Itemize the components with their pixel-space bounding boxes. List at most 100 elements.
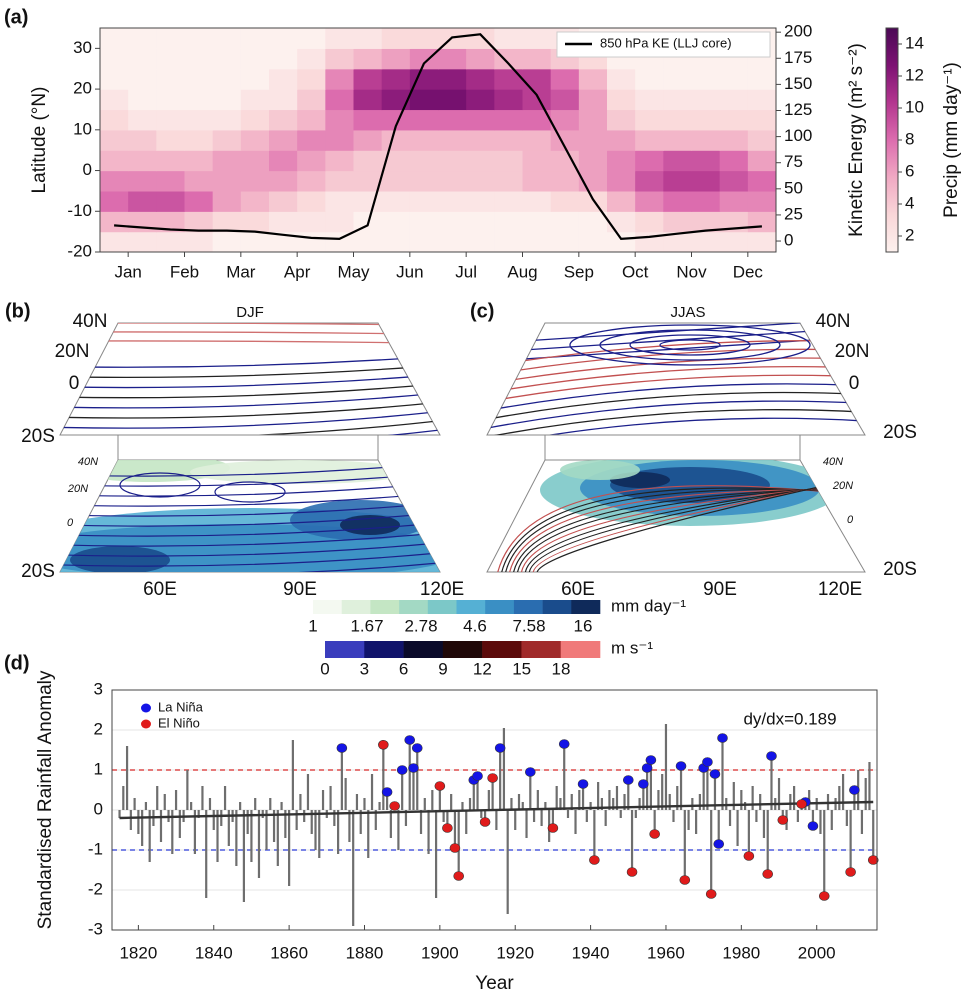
- x-tick-label: May: [337, 262, 370, 281]
- bar: [404, 810, 408, 826]
- heatmap-cell: [184, 170, 214, 192]
- heatmap-cell: [466, 89, 495, 111]
- enso-marker: [818, 891, 830, 901]
- heatmap-cell: [240, 129, 270, 151]
- y-axis-label: Standardised Rainfall Anomaly: [35, 670, 56, 929]
- heatmap-cell: [466, 150, 495, 172]
- heatmap-cell: [269, 170, 298, 192]
- heatmap-cell: [184, 109, 214, 131]
- legend-label: El Niño: [158, 715, 200, 730]
- enso-marker: [641, 763, 653, 773]
- bar: [687, 810, 690, 830]
- heatmap-cell: [156, 28, 186, 49]
- bar: [333, 810, 336, 826]
- heatmap-cell: [353, 231, 383, 252]
- heatmap-cell: [325, 109, 355, 131]
- bar: [310, 810, 313, 834]
- heatmap-cell: [184, 190, 214, 212]
- heatmap-cell: [466, 211, 495, 233]
- bar: [736, 810, 739, 846]
- heatmap-cell: [663, 68, 693, 90]
- bar: [171, 810, 174, 854]
- heatmap-cell: [297, 150, 326, 172]
- y-tick-label: 2: [94, 719, 103, 738]
- longitude-label: 60E: [561, 579, 595, 600]
- heatmap-cell: [409, 170, 439, 192]
- bar: [438, 786, 441, 810]
- annotation: dy/dx=0.189: [743, 709, 836, 728]
- y-tick-label: -1: [88, 839, 103, 858]
- colorbar-box: [485, 600, 515, 614]
- latitude-label: 0: [849, 373, 860, 394]
- bar: [363, 798, 366, 810]
- heatmap-cell: [691, 190, 721, 212]
- plot-frame: [99, 27, 777, 253]
- heatmap-cell: [494, 28, 524, 49]
- bar: [589, 802, 592, 810]
- bar: [578, 790, 581, 810]
- enso-marker: [547, 823, 559, 833]
- heatmap-cell: [381, 48, 411, 70]
- heatmap-cell: [494, 68, 524, 90]
- bar: [337, 810, 340, 854]
- bar: [540, 810, 543, 826]
- x-tick-label: Dec: [733, 262, 764, 281]
- heatmap-cell: [240, 28, 270, 49]
- heatmap-cell: [550, 231, 580, 252]
- heatmap-cell: [353, 150, 383, 172]
- heatmap-cell: [635, 109, 664, 131]
- bar: [499, 748, 502, 810]
- plot-frame: [111, 689, 878, 931]
- bar: [657, 790, 660, 810]
- heatmap-cell: [438, 68, 467, 90]
- bar: [197, 810, 200, 818]
- heatmap-cell: [747, 68, 776, 90]
- colorbar-box: [571, 600, 601, 614]
- bar: [367, 810, 370, 858]
- heatmap-cell: [466, 231, 495, 252]
- x-tick-label: Oct: [622, 262, 649, 281]
- heatmap-cell: [635, 150, 664, 172]
- bar: [216, 810, 219, 862]
- heatmap-cell: [325, 68, 355, 90]
- colorbar-unit: mm day⁻¹: [611, 596, 686, 615]
- legend-box: [556, 31, 771, 58]
- bar: [691, 798, 694, 810]
- bar: [434, 810, 438, 898]
- enso-marker: [487, 773, 498, 783]
- heatmap-cell: [663, 109, 693, 131]
- bar: [555, 786, 558, 810]
- map-frame: [544, 434, 801, 461]
- bar: [156, 786, 159, 810]
- heatmap-cell: [607, 190, 636, 212]
- heatmap-cell: [494, 89, 524, 111]
- bar: [532, 810, 536, 822]
- heatmap-cell: [719, 129, 749, 151]
- bar: [480, 810, 483, 818]
- colorbar-tick-label: 2.78: [404, 616, 437, 635]
- colorbar-box: [542, 600, 572, 614]
- bar: [551, 810, 555, 828]
- heatmap-cell: [297, 68, 326, 90]
- heatmap-cell: [100, 150, 129, 172]
- heatmap-cell: [269, 150, 298, 172]
- heatmap-cell: [325, 150, 355, 172]
- heatmap-cell: [128, 89, 157, 111]
- heatmap-cell: [550, 211, 580, 233]
- heatmap-cell: [494, 129, 524, 151]
- heatmap-cell: [691, 231, 721, 252]
- y-tick-label: 3: [94, 679, 103, 698]
- colorbar-box: [456, 600, 486, 614]
- heatmap-cell: [607, 211, 636, 233]
- bar: [676, 786, 679, 810]
- bar: [344, 778, 347, 810]
- latitude-label: 20S: [883, 559, 917, 580]
- bar: [819, 810, 822, 834]
- bar: [672, 810, 675, 822]
- bar: [585, 810, 588, 822]
- bar: [864, 778, 867, 810]
- x-axis-label: Year: [475, 973, 514, 994]
- heatmap-cell: [381, 150, 411, 172]
- heatmap-cell: [494, 48, 524, 70]
- enso-marker: [638, 779, 649, 789]
